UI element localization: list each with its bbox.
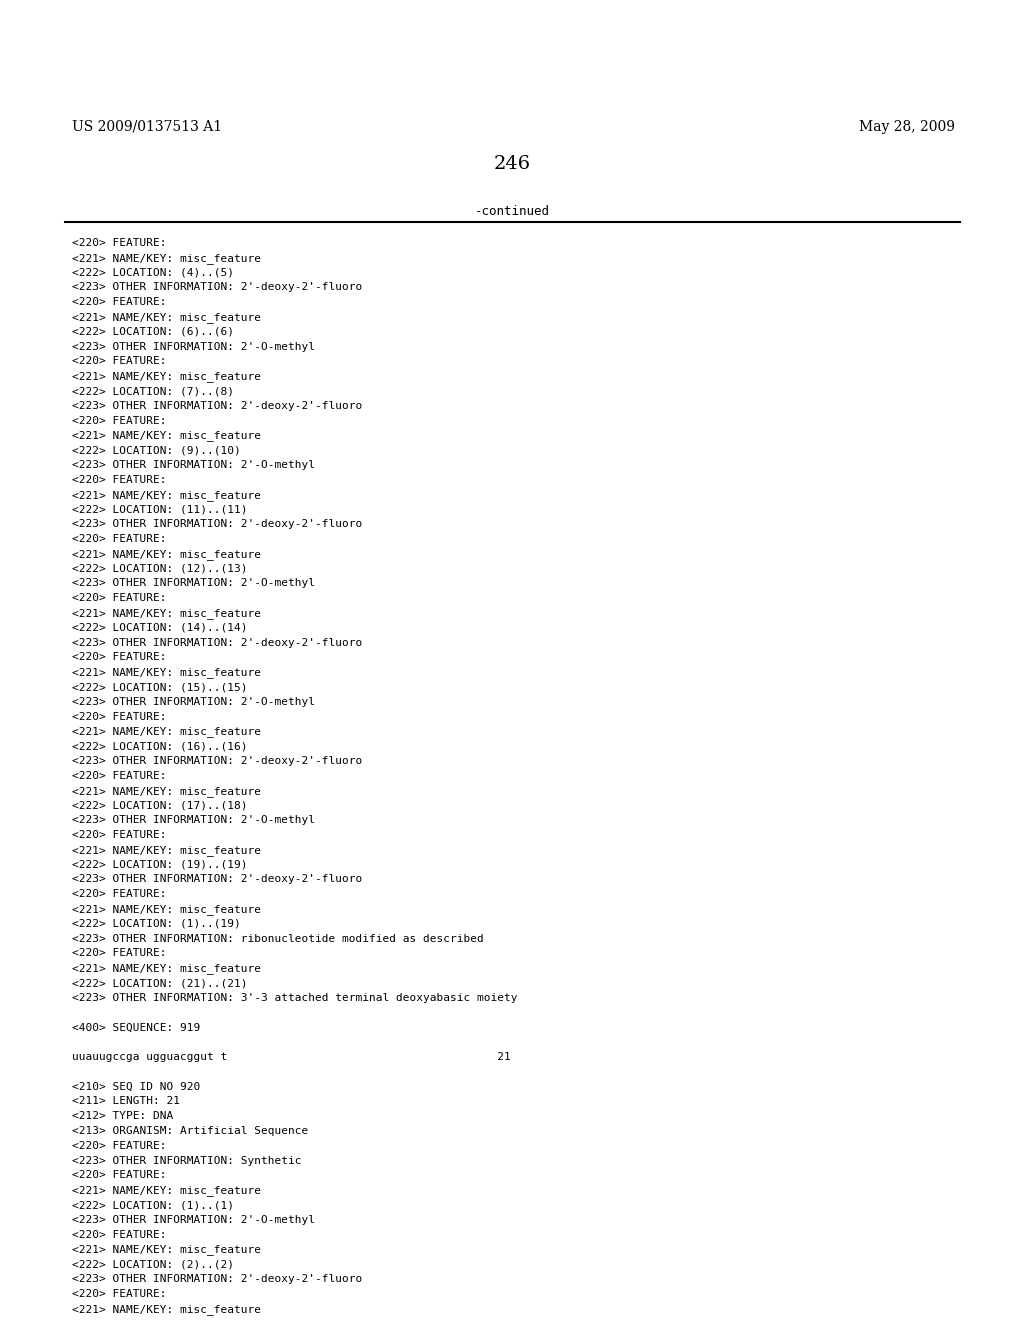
Text: <220> FEATURE:: <220> FEATURE: — [72, 890, 167, 899]
Text: <222> LOCATION: (11)..(11): <222> LOCATION: (11)..(11) — [72, 504, 248, 515]
Text: <220> FEATURE:: <220> FEATURE: — [72, 297, 167, 308]
Text: <222> LOCATION: (15)..(15): <222> LOCATION: (15)..(15) — [72, 682, 248, 692]
Text: <222> LOCATION: (17)..(18): <222> LOCATION: (17)..(18) — [72, 800, 248, 810]
Text: <221> NAME/KEY: misc_feature: <221> NAME/KEY: misc_feature — [72, 490, 261, 500]
Text: <221> NAME/KEY: misc_feature: <221> NAME/KEY: misc_feature — [72, 667, 261, 678]
Text: <222> LOCATION: (16)..(16): <222> LOCATION: (16)..(16) — [72, 742, 248, 751]
Text: <222> LOCATION: (9)..(10): <222> LOCATION: (9)..(10) — [72, 445, 241, 455]
Text: uuauugccga ugguacggut t                                        21: uuauugccga ugguacggut t 21 — [72, 1052, 511, 1063]
Text: <222> LOCATION: (4)..(5): <222> LOCATION: (4)..(5) — [72, 268, 234, 277]
Text: <221> NAME/KEY: misc_feature: <221> NAME/KEY: misc_feature — [72, 253, 261, 264]
Text: <210> SEQ ID NO 920: <210> SEQ ID NO 920 — [72, 1081, 201, 1092]
Text: <400> SEQUENCE: 919: <400> SEQUENCE: 919 — [72, 1023, 201, 1032]
Text: <223> OTHER INFORMATION: 2'-O-methyl: <223> OTHER INFORMATION: 2'-O-methyl — [72, 1214, 315, 1225]
Text: <223> OTHER INFORMATION: 2'-deoxy-2'-fluoro: <223> OTHER INFORMATION: 2'-deoxy-2'-flu… — [72, 519, 362, 529]
Text: <220> FEATURE:: <220> FEATURE: — [72, 948, 167, 958]
Text: <220> FEATURE:: <220> FEATURE: — [72, 1140, 167, 1151]
Text: <220> FEATURE:: <220> FEATURE: — [72, 1230, 167, 1239]
Text: <220> FEATURE:: <220> FEATURE: — [72, 652, 167, 663]
Text: <221> NAME/KEY: misc_feature: <221> NAME/KEY: misc_feature — [72, 609, 261, 619]
Text: <223> OTHER INFORMATION: 2'-O-methyl: <223> OTHER INFORMATION: 2'-O-methyl — [72, 578, 315, 589]
Text: <221> NAME/KEY: misc_feature: <221> NAME/KEY: misc_feature — [72, 549, 261, 560]
Text: <223> OTHER INFORMATION: 3'-3 attached terminal deoxyabasic moiety: <223> OTHER INFORMATION: 3'-3 attached t… — [72, 993, 517, 1003]
Text: <223> OTHER INFORMATION: 2'-deoxy-2'-fluoro: <223> OTHER INFORMATION: 2'-deoxy-2'-flu… — [72, 282, 362, 293]
Text: <223> OTHER INFORMATION: ribonucleotide modified as described: <223> OTHER INFORMATION: ribonucleotide … — [72, 933, 483, 944]
Text: <221> NAME/KEY: misc_feature: <221> NAME/KEY: misc_feature — [72, 1245, 261, 1255]
Text: <221> NAME/KEY: misc_feature: <221> NAME/KEY: misc_feature — [72, 726, 261, 738]
Text: <223> OTHER INFORMATION: Synthetic: <223> OTHER INFORMATION: Synthetic — [72, 1155, 301, 1166]
Text: <223> OTHER INFORMATION: 2'-O-methyl: <223> OTHER INFORMATION: 2'-O-methyl — [72, 342, 315, 351]
Text: <220> FEATURE:: <220> FEATURE: — [72, 356, 167, 367]
Text: <223> OTHER INFORMATION: 2'-deoxy-2'-fluoro: <223> OTHER INFORMATION: 2'-deoxy-2'-flu… — [72, 874, 362, 884]
Text: <221> NAME/KEY: misc_feature: <221> NAME/KEY: misc_feature — [72, 1185, 261, 1196]
Text: <220> FEATURE:: <220> FEATURE: — [72, 416, 167, 425]
Text: <220> FEATURE:: <220> FEATURE: — [72, 593, 167, 603]
Text: <211> LENGTH: 21: <211> LENGTH: 21 — [72, 1097, 180, 1106]
Text: <220> FEATURE:: <220> FEATURE: — [72, 238, 167, 248]
Text: <220> FEATURE:: <220> FEATURE: — [72, 711, 167, 722]
Text: US 2009/0137513 A1: US 2009/0137513 A1 — [72, 120, 222, 135]
Text: 246: 246 — [494, 154, 530, 173]
Text: May 28, 2009: May 28, 2009 — [859, 120, 955, 135]
Text: <220> FEATURE:: <220> FEATURE: — [72, 830, 167, 840]
Text: <222> LOCATION: (19)..(19): <222> LOCATION: (19)..(19) — [72, 859, 248, 870]
Text: <221> NAME/KEY: misc_feature: <221> NAME/KEY: misc_feature — [72, 845, 261, 855]
Text: <223> OTHER INFORMATION: 2'-deoxy-2'-fluoro: <223> OTHER INFORMATION: 2'-deoxy-2'-flu… — [72, 401, 362, 411]
Text: <222> LOCATION: (7)..(8): <222> LOCATION: (7)..(8) — [72, 385, 234, 396]
Text: <222> LOCATION: (1)..(1): <222> LOCATION: (1)..(1) — [72, 1200, 234, 1210]
Text: <222> LOCATION: (21)..(21): <222> LOCATION: (21)..(21) — [72, 978, 248, 987]
Text: <222> LOCATION: (2)..(2): <222> LOCATION: (2)..(2) — [72, 1259, 234, 1270]
Text: <220> FEATURE:: <220> FEATURE: — [72, 1171, 167, 1180]
Text: <221> NAME/KEY: misc_feature: <221> NAME/KEY: misc_feature — [72, 430, 261, 441]
Text: <220> FEATURE:: <220> FEATURE: — [72, 475, 167, 484]
Text: <222> LOCATION: (14)..(14): <222> LOCATION: (14)..(14) — [72, 623, 248, 632]
Text: <222> LOCATION: (1)..(19): <222> LOCATION: (1)..(19) — [72, 919, 241, 929]
Text: <221> NAME/KEY: misc_feature: <221> NAME/KEY: misc_feature — [72, 371, 261, 381]
Text: <223> OTHER INFORMATION: 2'-deoxy-2'-fluoro: <223> OTHER INFORMATION: 2'-deoxy-2'-flu… — [72, 1274, 362, 1284]
Text: <222> LOCATION: (12)..(13): <222> LOCATION: (12)..(13) — [72, 564, 248, 574]
Text: <223> OTHER INFORMATION: 2'-O-methyl: <223> OTHER INFORMATION: 2'-O-methyl — [72, 816, 315, 825]
Text: <221> NAME/KEY: misc_feature: <221> NAME/KEY: misc_feature — [72, 964, 261, 974]
Text: <221> NAME/KEY: misc_feature: <221> NAME/KEY: misc_feature — [72, 1304, 261, 1315]
Text: -continued: -continued — [474, 205, 550, 218]
Text: <222> LOCATION: (6)..(6): <222> LOCATION: (6)..(6) — [72, 327, 234, 337]
Text: <223> OTHER INFORMATION: 2'-O-methyl: <223> OTHER INFORMATION: 2'-O-methyl — [72, 459, 315, 470]
Text: <220> FEATURE:: <220> FEATURE: — [72, 771, 167, 781]
Text: <223> OTHER INFORMATION: 2'-deoxy-2'-fluoro: <223> OTHER INFORMATION: 2'-deoxy-2'-flu… — [72, 756, 362, 766]
Text: <221> NAME/KEY: misc_feature: <221> NAME/KEY: misc_feature — [72, 312, 261, 323]
Text: <220> FEATURE:: <220> FEATURE: — [72, 535, 167, 544]
Text: <223> OTHER INFORMATION: 2'-deoxy-2'-fluoro: <223> OTHER INFORMATION: 2'-deoxy-2'-flu… — [72, 638, 362, 648]
Text: <223> OTHER INFORMATION: 2'-O-methyl: <223> OTHER INFORMATION: 2'-O-methyl — [72, 697, 315, 706]
Text: <212> TYPE: DNA: <212> TYPE: DNA — [72, 1111, 173, 1121]
Text: <220> FEATURE:: <220> FEATURE: — [72, 1288, 167, 1299]
Text: <221> NAME/KEY: misc_feature: <221> NAME/KEY: misc_feature — [72, 785, 261, 796]
Text: <221> NAME/KEY: misc_feature: <221> NAME/KEY: misc_feature — [72, 904, 261, 915]
Text: <213> ORGANISM: Artificial Sequence: <213> ORGANISM: Artificial Sequence — [72, 1126, 308, 1137]
